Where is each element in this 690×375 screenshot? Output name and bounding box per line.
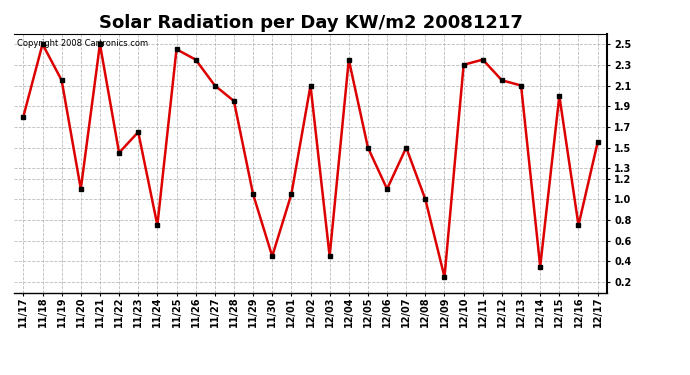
Title: Solar Radiation per Day KW/m2 20081217: Solar Radiation per Day KW/m2 20081217 — [99, 14, 522, 32]
Text: Copyright 2008 Cartronics.com: Copyright 2008 Cartronics.com — [17, 39, 148, 48]
